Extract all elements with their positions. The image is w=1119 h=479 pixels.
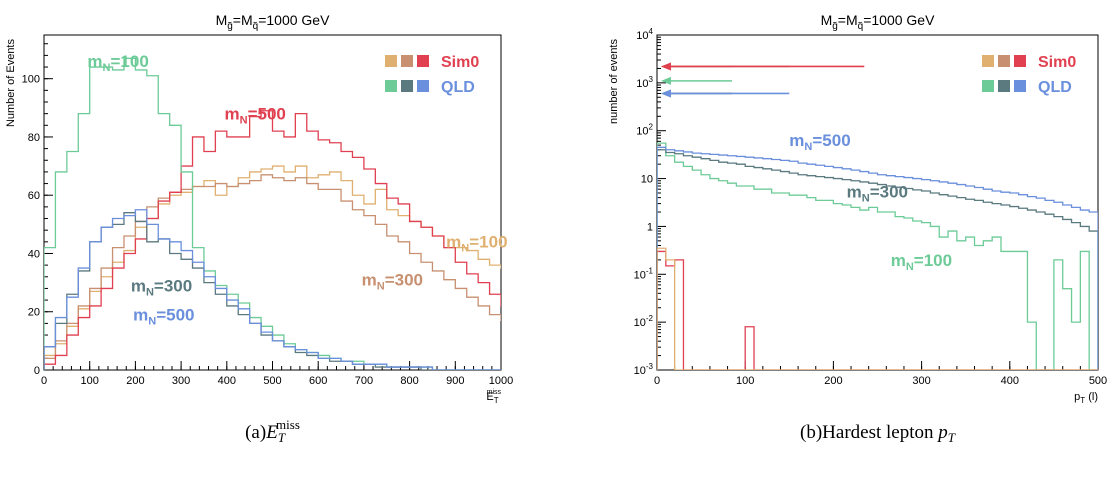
series-line <box>44 174 501 370</box>
y-tick-label: 100 <box>22 74 40 86</box>
series-annotation: mN=100 <box>87 52 148 74</box>
series-line <box>657 250 1098 370</box>
legend-swatch <box>385 55 397 67</box>
y-tick-label: 20 <box>28 307 40 319</box>
figure-caption: (a)ETmiss <box>245 417 300 445</box>
series-line <box>44 212 501 370</box>
legend-label: Sim0 <box>1038 54 1076 71</box>
arrow-marker <box>661 62 865 71</box>
y-tick-label: 10-1 <box>634 266 654 281</box>
series-line <box>657 149 1098 370</box>
x-tick-label: 400 <box>218 375 236 387</box>
y-tick-label: 104 <box>636 27 653 42</box>
x-tick-label: 100 <box>81 375 99 387</box>
figure-caption: (b)Hardest lepton pT <box>800 422 956 445</box>
legend-swatch <box>417 80 429 92</box>
legend-swatch <box>1014 80 1026 92</box>
x-tick-label: 500 <box>263 375 281 387</box>
arrow-marker <box>661 76 732 85</box>
chart-panel-b: Mg̃=Mq̃=1000 GeV 0 100 200 300 400 500 10-3 10-2… <box>608 12 1107 445</box>
x-axis-label: ETmiss <box>486 389 501 405</box>
y-tick-label: 10-3 <box>634 362 654 377</box>
chart-title: Mg̃=Mq̃=1000 GeV <box>216 12 331 32</box>
y-tick-label: 40 <box>28 248 40 260</box>
series-line <box>44 165 501 370</box>
arrow-head <box>661 62 671 71</box>
x-tick-label: 300 <box>912 375 930 387</box>
series-group <box>657 142 1098 370</box>
arrow-head <box>661 89 671 98</box>
y-tick-label: 102 <box>636 123 653 138</box>
legend-label: QLD <box>441 79 475 96</box>
x-tick-label: 0 <box>41 375 47 387</box>
y-tick-label: 103 <box>636 75 653 90</box>
series-line <box>657 146 1098 370</box>
y-tick-label: 10-2 <box>634 314 654 329</box>
plot-frame <box>656 34 1099 371</box>
series-group <box>44 57 501 370</box>
x-tick-label: 1000 <box>489 375 513 387</box>
legend-label: Sim0 <box>441 54 479 71</box>
legend-swatch <box>982 80 994 92</box>
y-tick-label: 80 <box>28 132 40 144</box>
legend-swatch <box>982 55 994 67</box>
y-tick-label: 60 <box>28 190 40 202</box>
series-line <box>44 110 501 370</box>
series-line <box>657 247 1098 370</box>
series-annotation: mN=300 <box>131 276 192 298</box>
series-annotation: mN=100 <box>446 233 507 255</box>
arrow-head <box>661 76 671 85</box>
y-tick-label: 10 <box>641 174 653 186</box>
legend-swatch <box>1014 55 1026 67</box>
series-line <box>44 57 501 370</box>
x-tick-label: 500 <box>1089 375 1107 387</box>
series-annotation: mN=300 <box>847 183 908 205</box>
x-tick-label: 900 <box>446 375 464 387</box>
y-tick-label: 1 <box>647 221 653 233</box>
legend-label: QLD <box>1038 79 1072 96</box>
x-tick-label: 300 <box>172 375 190 387</box>
x-tick-label: 600 <box>309 375 327 387</box>
series-line <box>657 142 1098 370</box>
series-line <box>44 209 501 370</box>
x-tick-label: 100 <box>736 375 754 387</box>
series-annotation: mN=500 <box>789 131 850 153</box>
y-tick-label: 0 <box>34 365 40 377</box>
x-tick-label: 0 <box>654 375 660 387</box>
x-tick-label: 200 <box>824 375 842 387</box>
legend-swatch <box>401 80 413 92</box>
series-annotation: mN=500 <box>133 305 194 327</box>
series-annotation: mN=500 <box>225 104 286 126</box>
x-axis-label: pT (l) <box>1074 391 1098 405</box>
chart-title: Mg̃=Mq̃=1000 GeV <box>821 12 936 32</box>
y-axis-label: number of events <box>608 39 620 124</box>
legend-swatch <box>417 55 429 67</box>
x-tick-label: 200 <box>126 375 144 387</box>
legend-swatch <box>385 80 397 92</box>
legend-swatch <box>401 55 413 67</box>
y-axis-label: Number of Events <box>5 39 17 128</box>
x-tick-label: 800 <box>400 375 418 387</box>
x-tick-label: 700 <box>355 375 373 387</box>
legend-swatch <box>998 80 1010 92</box>
plot-frame <box>43 34 502 371</box>
x-tick-label: 400 <box>1001 375 1019 387</box>
series-annotation: mN=300 <box>362 271 423 293</box>
series-annotation: mN=100 <box>891 251 952 273</box>
legend-swatch <box>998 55 1010 67</box>
arrow-marker <box>661 89 790 98</box>
